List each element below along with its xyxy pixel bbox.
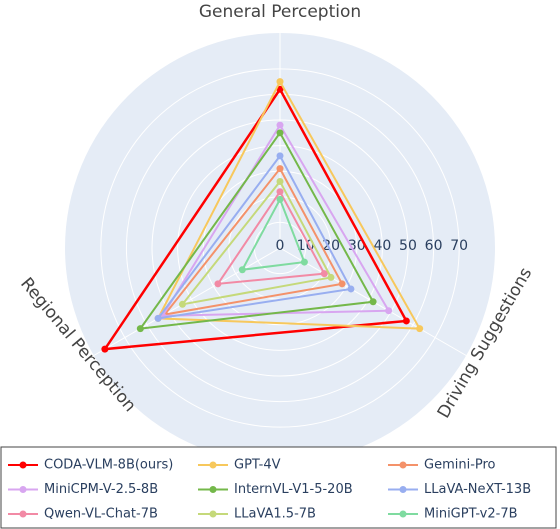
axis-label: General Perception bbox=[199, 2, 361, 22]
legend-label: MiniCPM-V-2.5-8B bbox=[44, 482, 158, 497]
legend-box bbox=[0, 446, 557, 529]
r-tick-label: 10 bbox=[297, 238, 315, 254]
legend-marker bbox=[19, 486, 27, 493]
legend-label: CODA-VLM-8B(ours) bbox=[44, 458, 173, 473]
legend-marker bbox=[399, 461, 407, 469]
series-point bbox=[276, 129, 284, 137]
series-point bbox=[276, 85, 284, 93]
spoke bbox=[93, 247, 281, 356]
legend-label: Qwen-VL-Chat-7B bbox=[44, 507, 158, 522]
series-line bbox=[156, 79, 422, 330]
series-point bbox=[238, 266, 246, 274]
series-line bbox=[155, 153, 353, 320]
series-point bbox=[327, 273, 335, 281]
series-point bbox=[416, 325, 424, 333]
legend-label: GPT-4V bbox=[234, 458, 281, 473]
r-tick-label: 60 bbox=[425, 238, 443, 254]
series-point bbox=[276, 195, 284, 203]
legend-marker bbox=[399, 510, 407, 518]
series-point bbox=[136, 325, 144, 333]
legend-marker bbox=[209, 510, 217, 518]
series-point bbox=[402, 317, 410, 325]
legend-marker bbox=[209, 486, 217, 493]
legend-label: Gemini-Pro bbox=[424, 458, 496, 473]
series-line bbox=[180, 179, 333, 306]
series-point bbox=[276, 152, 284, 160]
series-point bbox=[369, 298, 377, 306]
legend-marker bbox=[19, 510, 27, 518]
series-point bbox=[101, 345, 109, 353]
series-line bbox=[215, 189, 326, 286]
series-point bbox=[154, 314, 162, 322]
legend-marker bbox=[399, 486, 407, 493]
series-line bbox=[102, 86, 409, 351]
legend-label: InternVL-V1-5-20B bbox=[234, 482, 353, 497]
series-point bbox=[276, 177, 284, 185]
series-line bbox=[162, 166, 344, 316]
legend-label: LLaVA-NeXT-13B bbox=[424, 482, 531, 497]
series-point bbox=[276, 78, 284, 86]
r-tick-label: 70 bbox=[450, 238, 468, 254]
series-point bbox=[276, 188, 284, 196]
series-line bbox=[240, 196, 306, 271]
legend-marker bbox=[209, 461, 217, 469]
legend-label: LLaVA1.5-7B bbox=[234, 507, 316, 522]
series-point bbox=[178, 300, 186, 308]
legend-marker bbox=[19, 461, 27, 469]
series-point bbox=[214, 280, 222, 288]
r-tick-label: 0 bbox=[276, 238, 285, 254]
r-tick-label: 40 bbox=[373, 238, 391, 254]
series-point bbox=[320, 270, 328, 278]
series-point bbox=[385, 307, 393, 315]
series-point bbox=[276, 165, 284, 173]
series-point bbox=[276, 121, 284, 129]
legend-label: MiniGPT-v2-7B bbox=[424, 507, 518, 522]
series-point bbox=[347, 285, 355, 293]
series-point bbox=[338, 280, 346, 288]
series-point bbox=[300, 258, 308, 266]
r-tick-label: 50 bbox=[399, 238, 417, 254]
series-line bbox=[138, 130, 375, 330]
